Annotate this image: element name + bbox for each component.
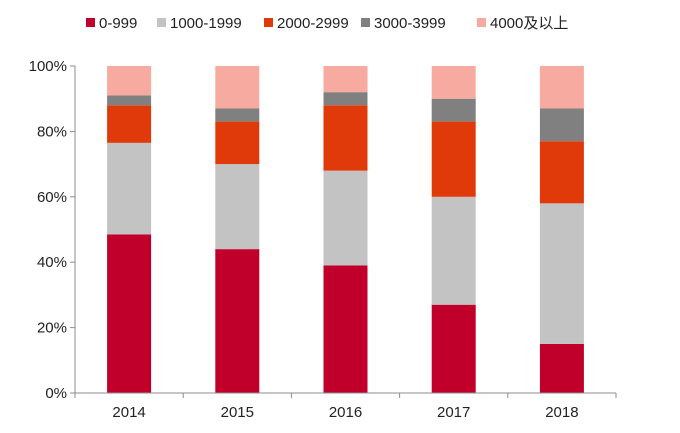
legend-item: 3000-3999 [361, 15, 446, 32]
bar-segment [107, 66, 152, 96]
x-tick-label: 2014 [112, 404, 145, 421]
bar-segment [323, 92, 368, 106]
bar-segment [431, 304, 476, 393]
bar-segment [215, 164, 260, 250]
legend-label: 0-999 [99, 15, 137, 32]
y-tick-label: 40% [37, 254, 67, 271]
legend-label: 4000及以上 [490, 15, 568, 32]
bar-segment [539, 108, 584, 142]
y-tick-label: 0% [45, 385, 67, 402]
bar-stack [539, 66, 584, 393]
bar-segment [215, 108, 260, 122]
bar-segment [107, 234, 152, 393]
legend-item: 4000及以上 [477, 15, 568, 32]
legend-item: 2000-2999 [264, 15, 349, 32]
legend-swatch [264, 18, 273, 27]
bar-segment [215, 66, 260, 109]
bar-stack [215, 66, 260, 393]
legend-item: 1000-1999 [157, 15, 242, 32]
legend-swatch [86, 18, 95, 27]
x-tick-label: 2018 [545, 404, 578, 421]
bar-segment [539, 66, 584, 109]
x-tick-label: 2015 [221, 404, 254, 421]
x-tick-label: 2016 [329, 404, 362, 421]
bar-segment [107, 95, 152, 106]
bar-segment [323, 170, 368, 266]
bar-segment [431, 66, 476, 99]
bar-segment [539, 141, 584, 204]
bar-segment [431, 196, 476, 305]
legend-swatch [361, 18, 370, 27]
legend-label: 2000-2999 [277, 15, 349, 32]
bar-stack [323, 66, 368, 393]
legend-swatch [157, 18, 166, 27]
y-tick-label: 60% [37, 189, 67, 206]
bar-segment [431, 121, 476, 197]
bar-segment [215, 249, 260, 393]
bar-segment [323, 265, 368, 393]
legend: 0-999 1000-1999 2000-2999 3000-3999 4000及以上 [86, 15, 568, 32]
y-tick-label: 80% [37, 123, 67, 140]
bar-stack [431, 66, 476, 393]
y-tick-label: 20% [37, 320, 67, 337]
x-axis: 2014 2015 2016 2017 2018 [74, 392, 617, 421]
bar-segment [323, 105, 368, 171]
y-tick-label: 100% [29, 58, 67, 75]
bar-segment [539, 343, 584, 393]
bar-segment [323, 66, 368, 93]
bar-segment [107, 142, 152, 235]
bar-segment [107, 105, 152, 143]
x-tick-label: 2017 [437, 404, 470, 421]
bars [107, 66, 584, 393]
y-axis: 0% 20% 40% 60% 80% 100% [29, 58, 76, 402]
legend-label: 3000-3999 [374, 15, 446, 32]
bar-segment [215, 121, 260, 165]
legend-item: 0-999 [86, 15, 137, 32]
bar-segment [539, 203, 584, 344]
legend-label: 1000-1999 [170, 15, 242, 32]
bar-segment [431, 98, 476, 122]
bar-stack [107, 66, 152, 393]
legend-swatch [477, 18, 486, 27]
